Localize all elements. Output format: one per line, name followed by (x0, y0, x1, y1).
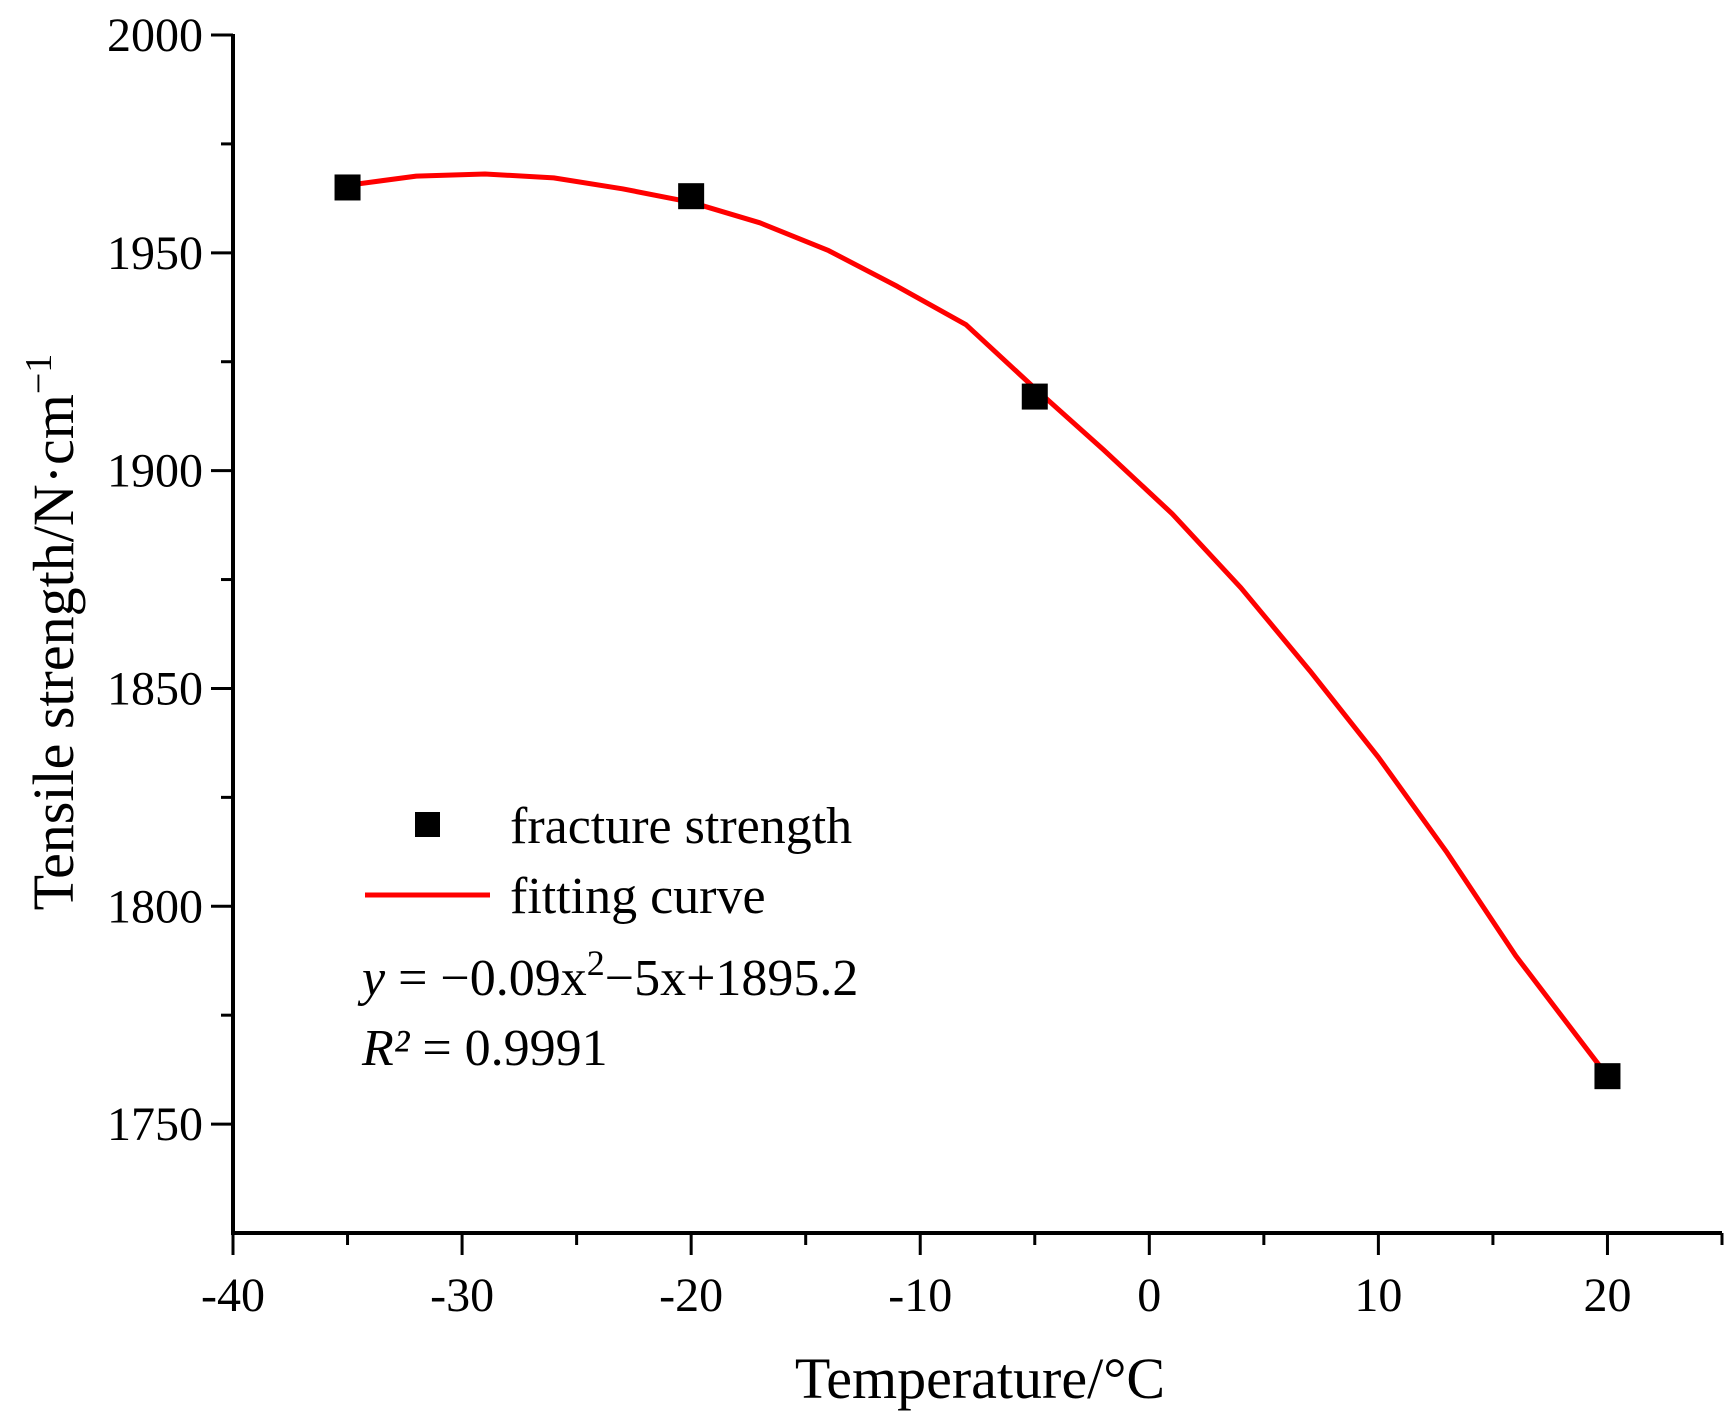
y-tick-label: 1900 (107, 445, 203, 498)
r-squared: R² = 0.9991 (361, 1020, 608, 1077)
legend: fracture strength fitting curve (365, 798, 852, 925)
r-squared-value: = 0.9991 (409, 1020, 607, 1077)
x-tick-label: -10 (888, 1269, 952, 1322)
axes (231, 34, 1722, 1235)
x-tick-label: -20 (659, 1269, 723, 1322)
fit-equation-part2: −5x+1895.2 (605, 950, 859, 1007)
y-axis-title: Tensile strength/N·cm−1 (18, 354, 86, 911)
y-axis-title-sup: −1 (18, 354, 60, 394)
data-point (1594, 1063, 1621, 1090)
data-point (334, 174, 361, 201)
legend-label-fracture-strength: fracture strength (510, 798, 852, 855)
data-point (678, 183, 705, 210)
r-squared-label: R² (361, 1020, 411, 1077)
fitting-curve-line (345, 171, 1610, 1079)
legend-marker-fracture-strength (415, 812, 440, 837)
x-tick-label: 10 (1354, 1269, 1402, 1322)
y-tick-label: 1950 (107, 227, 203, 280)
y-axis-ticks: 1750 1800 1850 1900 1950 2000 (107, 9, 233, 1151)
fit-equation: y = −0.09x2−5x+1895.2 (357, 943, 858, 1007)
fit-equation-part1: = −0.09x (385, 950, 587, 1007)
plot-area (334, 171, 1621, 1090)
data-point (1021, 383, 1048, 410)
x-tick-label: 20 (1583, 1269, 1631, 1322)
y-tick-label: 2000 (107, 9, 203, 62)
x-tick-label: 0 (1137, 1269, 1161, 1322)
legend-label-fitting-curve: fitting curve (510, 868, 766, 925)
x-tick-label: -30 (430, 1269, 494, 1322)
y-tick-label: 1800 (107, 880, 203, 933)
y-tick-label: 1750 (107, 1098, 203, 1151)
fit-equation-sup: 2 (587, 943, 605, 983)
fit-equation-y: y (357, 950, 386, 1007)
x-axis-ticks: -40 -30 -20 -10 0 10 20 (201, 1233, 1724, 1322)
x-axis-title: Temperature/°C (795, 1346, 1165, 1411)
y-tick-label: 1850 (107, 662, 203, 715)
x-tick-label: -40 (201, 1269, 265, 1322)
y-axis-title-base: Tensile strength/N·cm (21, 394, 86, 910)
